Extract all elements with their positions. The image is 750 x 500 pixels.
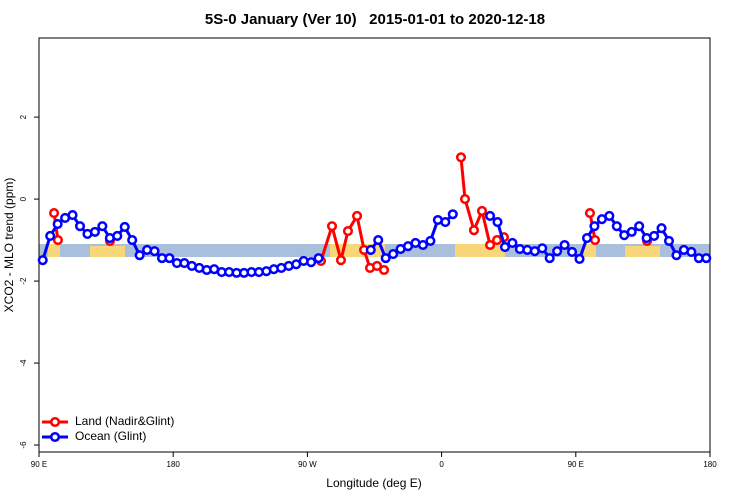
point — [459, 194, 471, 205]
point — [574, 253, 585, 264]
point — [373, 235, 384, 246]
chart-title: 5S-0 January (Ver 10) 2015-01-01 to 2020… — [205, 11, 545, 28]
point — [671, 250, 682, 261]
point — [342, 226, 354, 237]
point — [485, 210, 496, 221]
x-tick-label: 90 W — [298, 460, 317, 469]
point — [119, 221, 130, 233]
point — [335, 255, 347, 266]
point — [649, 230, 660, 242]
point — [686, 246, 697, 258]
point — [425, 235, 436, 246]
point — [380, 253, 391, 264]
x-tick-label: 180 — [167, 460, 181, 469]
point — [559, 239, 570, 251]
y-tick-label: -6 — [19, 441, 28, 449]
point — [89, 226, 100, 237]
point — [313, 253, 324, 264]
point — [634, 221, 645, 232]
y-tick-label: -4 — [19, 359, 28, 367]
point — [468, 225, 480, 236]
point — [455, 152, 467, 163]
point — [701, 253, 712, 264]
point — [544, 253, 555, 264]
point — [388, 248, 399, 260]
legend-marker — [49, 416, 61, 428]
point — [440, 216, 451, 228]
point — [499, 241, 511, 253]
point — [589, 235, 601, 246]
y-axis-label: XCO2 - MLO trend (ppm) — [2, 178, 16, 313]
point — [584, 207, 596, 219]
point — [52, 219, 63, 230]
legend-marker — [49, 431, 61, 443]
point — [134, 250, 145, 261]
legend-label: Land (Nadir&Glint) — [75, 414, 174, 428]
point — [67, 210, 78, 221]
point — [74, 221, 86, 232]
point — [611, 221, 622, 232]
point — [37, 255, 48, 266]
y-tick-label: 2 — [19, 114, 28, 119]
point — [127, 235, 138, 246]
point — [589, 221, 600, 232]
point — [447, 209, 458, 220]
point — [52, 235, 63, 246]
x-tick-label: 0 — [439, 460, 444, 469]
point — [507, 237, 518, 249]
x-tick-label: 90 E — [568, 460, 584, 469]
point — [49, 207, 60, 219]
point — [164, 253, 175, 264]
point — [326, 221, 338, 232]
point — [352, 210, 363, 221]
point — [626, 226, 637, 237]
point — [371, 260, 383, 271]
point — [656, 223, 667, 234]
point — [485, 239, 496, 251]
point — [112, 230, 123, 242]
point — [476, 205, 488, 217]
point — [537, 243, 548, 254]
point — [378, 264, 390, 276]
point — [417, 239, 429, 251]
plot-frame — [38, 37, 711, 453]
point — [97, 221, 108, 232]
point — [365, 244, 376, 255]
x-tick-label: 90 E — [31, 460, 47, 469]
point — [581, 232, 593, 244]
point — [149, 246, 160, 257]
point — [492, 216, 503, 228]
point — [567, 246, 578, 258]
y-tick-label: -2 — [19, 277, 28, 285]
y-tick-label: 0 — [19, 196, 28, 201]
point — [604, 210, 615, 221]
x-axis-label: Longitude (deg E) — [326, 476, 421, 490]
legend-label: Ocean (Glint) — [75, 429, 146, 443]
point — [552, 246, 563, 257]
point — [45, 230, 56, 242]
x-tick-label: 180 — [703, 460, 717, 469]
point — [306, 257, 317, 268]
point — [663, 235, 675, 246]
